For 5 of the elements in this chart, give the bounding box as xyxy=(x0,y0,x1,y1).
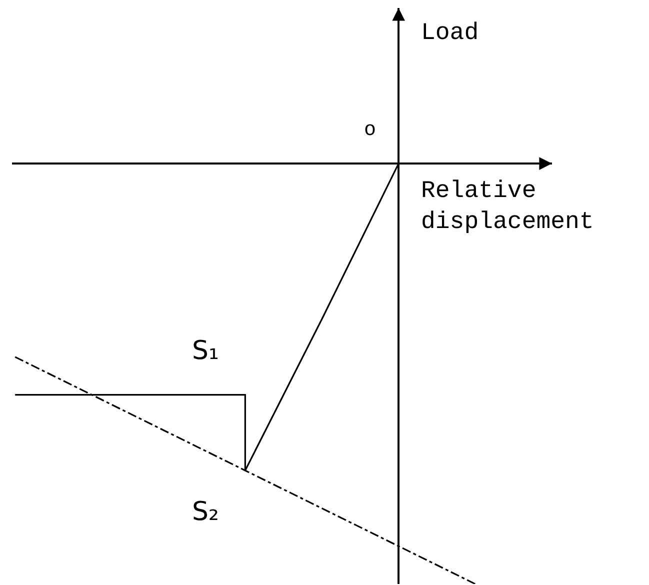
series-label: S₁ xyxy=(192,336,219,366)
text: o xyxy=(364,119,376,142)
x-axis-title: Relative displacement xyxy=(421,178,594,236)
series-label: S₂ xyxy=(192,497,219,527)
y-axis-title: Load xyxy=(421,20,479,47)
